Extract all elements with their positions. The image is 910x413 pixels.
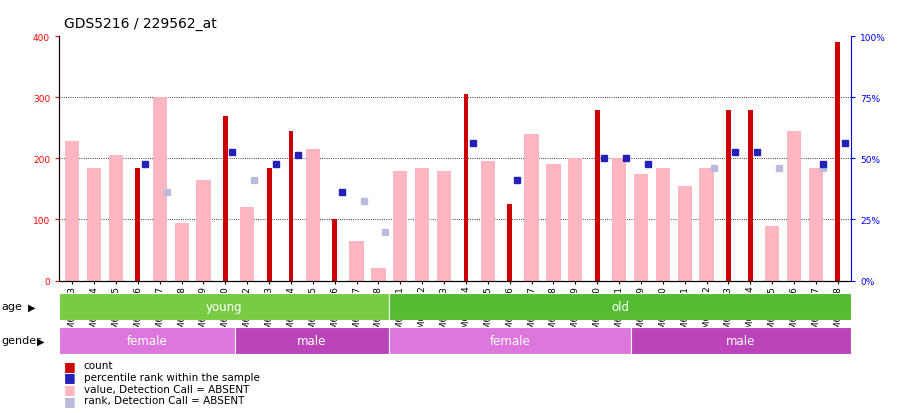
Bar <box>389 327 631 354</box>
Bar <box>480 162 495 281</box>
Bar <box>109 156 123 281</box>
Text: ■: ■ <box>64 359 76 372</box>
Bar <box>524 135 539 281</box>
Text: gender: gender <box>2 335 42 346</box>
Text: percentile rank within the sample: percentile rank within the sample <box>84 372 259 382</box>
Text: count: count <box>84 361 113 370</box>
Text: value, Detection Call = ABSENT: value, Detection Call = ABSENT <box>84 384 249 394</box>
Bar <box>595 110 600 281</box>
Bar <box>153 98 167 281</box>
Bar <box>437 171 451 281</box>
Bar <box>306 150 320 281</box>
Bar <box>393 171 408 281</box>
Bar <box>726 110 731 281</box>
Bar <box>371 268 386 281</box>
Bar <box>748 110 753 281</box>
Bar <box>235 327 389 354</box>
Bar <box>463 95 469 281</box>
Bar <box>809 168 823 281</box>
Text: female: female <box>490 334 531 347</box>
Bar <box>288 132 293 281</box>
Text: age: age <box>2 301 23 312</box>
Bar <box>765 226 779 281</box>
Bar <box>633 174 648 281</box>
Bar <box>240 208 254 281</box>
Text: rank, Detection Call = ABSENT: rank, Detection Call = ABSENT <box>84 395 244 405</box>
Bar <box>389 293 851 320</box>
Bar <box>332 220 337 281</box>
Bar <box>568 159 582 281</box>
Bar <box>835 43 840 281</box>
Text: ■: ■ <box>64 394 76 407</box>
Text: ■: ■ <box>64 370 76 384</box>
Text: ■: ■ <box>64 382 76 395</box>
Text: ▶: ▶ <box>28 301 35 312</box>
Bar <box>507 205 512 281</box>
Bar <box>223 116 228 281</box>
Bar <box>631 327 851 354</box>
Text: ▶: ▶ <box>37 335 45 346</box>
Bar <box>66 142 79 281</box>
Text: old: old <box>611 300 629 313</box>
Text: male: male <box>298 334 327 347</box>
Bar <box>175 223 188 281</box>
Text: GDS5216 / 229562_at: GDS5216 / 229562_at <box>64 17 217 31</box>
Bar <box>59 293 389 320</box>
Bar <box>59 327 235 354</box>
Bar <box>546 165 561 281</box>
Bar <box>197 180 210 281</box>
Bar <box>656 168 670 281</box>
Bar <box>87 168 101 281</box>
Bar <box>787 132 801 281</box>
Bar <box>136 168 140 281</box>
Bar <box>700 168 713 281</box>
Bar <box>612 159 626 281</box>
Text: female: female <box>126 334 167 347</box>
Bar <box>415 168 430 281</box>
Bar <box>349 241 364 281</box>
Bar <box>267 168 271 281</box>
Bar <box>678 186 692 281</box>
Text: male: male <box>726 334 755 347</box>
Text: young: young <box>206 300 242 313</box>
